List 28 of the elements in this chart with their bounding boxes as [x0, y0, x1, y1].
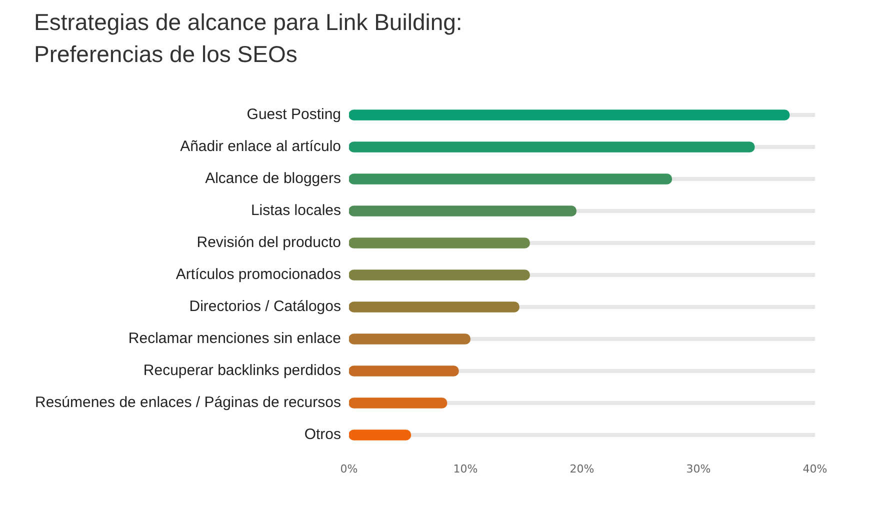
x-tick-label: 20% — [570, 462, 594, 476]
y-tick-label: Guest Posting — [246, 106, 341, 124]
bar — [349, 430, 412, 440]
y-tick-label: Otros — [304, 426, 341, 444]
y-tick-label: Alcance de bloggers — [205, 170, 341, 188]
y-tick-label: Reclamar menciones sin enlace — [128, 330, 341, 348]
bar — [349, 270, 530, 280]
x-tick-label: 30% — [686, 462, 711, 476]
bar — [349, 398, 448, 408]
y-tick-label: Recuperar backlinks perdidos — [143, 362, 341, 380]
y-tick-label: Revisión del producto — [196, 234, 341, 252]
x-tick-label: 0% — [340, 462, 358, 476]
y-tick-label: Listas locales — [250, 202, 341, 220]
x-tick-label: 10% — [453, 462, 478, 476]
x-tick-label: 40% — [802, 462, 828, 476]
y-tick-label: Artículos promocionados — [176, 266, 341, 284]
bar — [349, 110, 790, 120]
y-tick-label: Directorios / Catálogos — [189, 298, 341, 316]
y-tick-label: Añadir enlace al artículo — [180, 138, 341, 156]
bar — [349, 142, 755, 152]
bar — [349, 366, 459, 376]
bar — [349, 302, 520, 312]
y-tick-label: Resúmenes de enlaces / Páginas de recursos — [34, 394, 341, 412]
bar — [349, 238, 530, 248]
bar — [349, 174, 672, 184]
bar — [349, 334, 470, 344]
chart-title: Estrategias de alcance para Link Building: Preferencias de los SEOs — [34, 8, 464, 69]
bar — [349, 206, 577, 216]
